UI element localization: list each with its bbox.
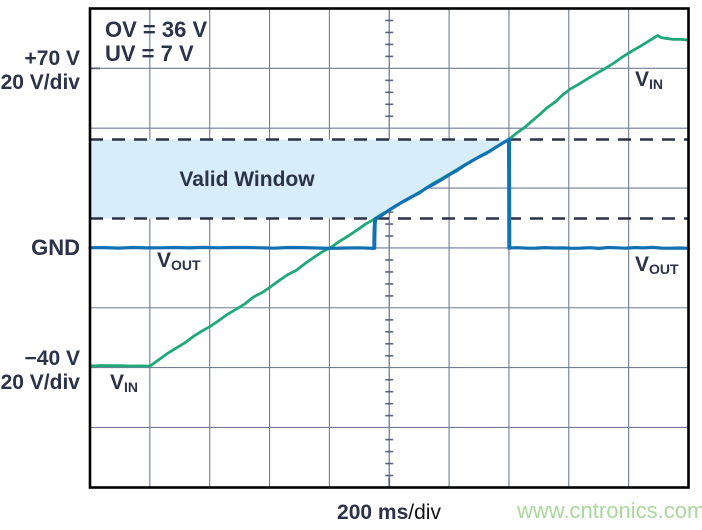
svg-text:UV = 7 V: UV = 7 V: [105, 41, 194, 66]
svg-text:www.cntronics.com: www.cntronics.com: [516, 498, 702, 523]
svg-text:VOUT: VOUT: [635, 253, 679, 277]
svg-text:VIN: VIN: [635, 68, 663, 92]
svg-text:200 ms/div: 200 ms/div: [337, 501, 441, 524]
svg-text:OV = 36 V: OV = 36 V: [105, 17, 207, 42]
svg-text:VIN: VIN: [110, 371, 138, 395]
svg-text:Valid Window: Valid Window: [179, 168, 315, 191]
svg-text:VOUT: VOUT: [157, 249, 201, 273]
